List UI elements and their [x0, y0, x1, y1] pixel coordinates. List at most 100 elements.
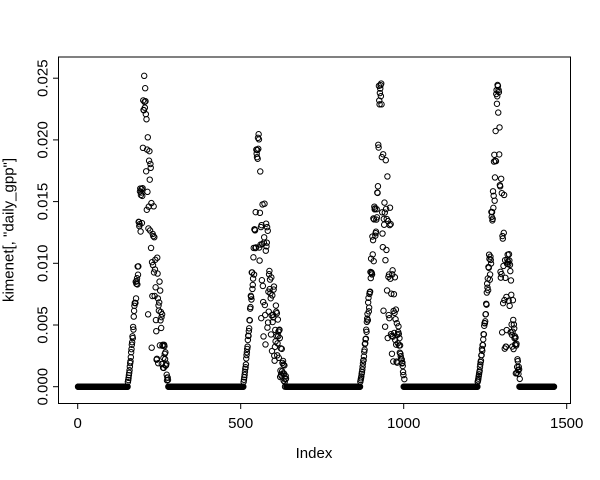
data-point — [263, 223, 271, 231]
data-point — [394, 331, 401, 338]
data-point — [249, 281, 256, 289]
data-point — [365, 294, 372, 302]
data-point — [250, 254, 257, 261]
data-point — [270, 283, 278, 290]
y-tick-label: 0.005 — [35, 306, 52, 344]
y-tick-label: 0.025 — [35, 59, 52, 97]
data-point — [475, 373, 482, 380]
data-point — [255, 136, 263, 143]
data-point — [280, 361, 287, 368]
data-point — [240, 383, 247, 390]
data-point — [506, 261, 514, 269]
data-point — [274, 316, 282, 323]
data-point — [274, 332, 282, 340]
data-point — [251, 227, 259, 234]
data-point — [369, 251, 376, 258]
data-point — [376, 101, 383, 108]
data-point — [513, 340, 520, 348]
data-point — [494, 82, 502, 90]
data-point — [387, 220, 394, 228]
data-point — [148, 344, 155, 351]
data-point — [381, 323, 389, 330]
data-point — [127, 358, 134, 365]
data-point — [390, 358, 397, 365]
data-point — [144, 134, 151, 141]
data-point — [272, 302, 280, 309]
data-point — [127, 349, 135, 356]
data-point — [138, 185, 145, 193]
data-point — [373, 214, 381, 221]
data-point — [395, 330, 403, 338]
data-point — [269, 292, 276, 299]
data-point — [509, 296, 517, 304]
data-point — [282, 375, 290, 382]
data-point — [277, 345, 284, 352]
data-points — [74, 72, 558, 390]
data-point — [244, 343, 251, 350]
data-point — [392, 306, 400, 313]
data-point — [383, 246, 390, 254]
data-point — [490, 204, 497, 212]
data-point — [505, 251, 513, 258]
data-point — [262, 341, 269, 348]
data-point — [484, 287, 492, 294]
data-point — [482, 318, 489, 325]
data-point — [160, 354, 167, 362]
data-point — [254, 134, 262, 142]
data-point — [491, 174, 499, 181]
data-point — [504, 258, 512, 265]
data-point — [153, 355, 161, 363]
data-point — [378, 101, 385, 108]
data-point — [496, 124, 503, 131]
data-point — [281, 362, 288, 369]
data-point — [362, 335, 370, 342]
data-point — [492, 157, 500, 165]
data-point — [254, 146, 261, 154]
data-point — [245, 325, 253, 332]
data-point — [386, 204, 394, 211]
data-point — [139, 184, 146, 192]
data-point — [144, 311, 152, 318]
data-point — [386, 314, 393, 322]
y-tick-label: 0.010 — [35, 245, 52, 283]
data-point — [141, 104, 149, 111]
data-point — [501, 296, 508, 304]
data-point — [143, 116, 150, 123]
data-point — [373, 205, 380, 213]
data-point — [151, 233, 158, 241]
data-point — [274, 340, 281, 347]
data-point — [514, 357, 521, 365]
data-point — [515, 366, 523, 373]
data-point — [375, 144, 382, 151]
data-point — [147, 164, 154, 172]
data-point — [368, 271, 376, 278]
data-point — [128, 341, 136, 348]
data-point — [363, 328, 370, 335]
data-point — [129, 334, 136, 342]
data-point — [242, 361, 250, 368]
data-point — [131, 302, 138, 309]
data-point — [130, 326, 137, 333]
data-point — [244, 345, 251, 353]
data-point — [378, 80, 385, 87]
data-point — [486, 271, 494, 278]
data-point — [484, 284, 491, 291]
data-point — [243, 355, 250, 362]
data-point — [511, 325, 518, 332]
x-axis-label: Index — [296, 445, 333, 462]
data-point — [269, 318, 276, 326]
data-point — [388, 350, 396, 357]
data-point — [398, 356, 405, 363]
data-point — [152, 316, 160, 324]
data-point — [155, 360, 162, 367]
data-point — [389, 267, 396, 274]
data-point — [399, 362, 406, 370]
data-point — [482, 310, 490, 318]
data-point — [282, 376, 289, 383]
data-point — [150, 203, 157, 210]
data-point — [139, 192, 146, 200]
data-point — [377, 92, 385, 100]
data-point — [474, 383, 481, 390]
data-point — [262, 247, 269, 254]
